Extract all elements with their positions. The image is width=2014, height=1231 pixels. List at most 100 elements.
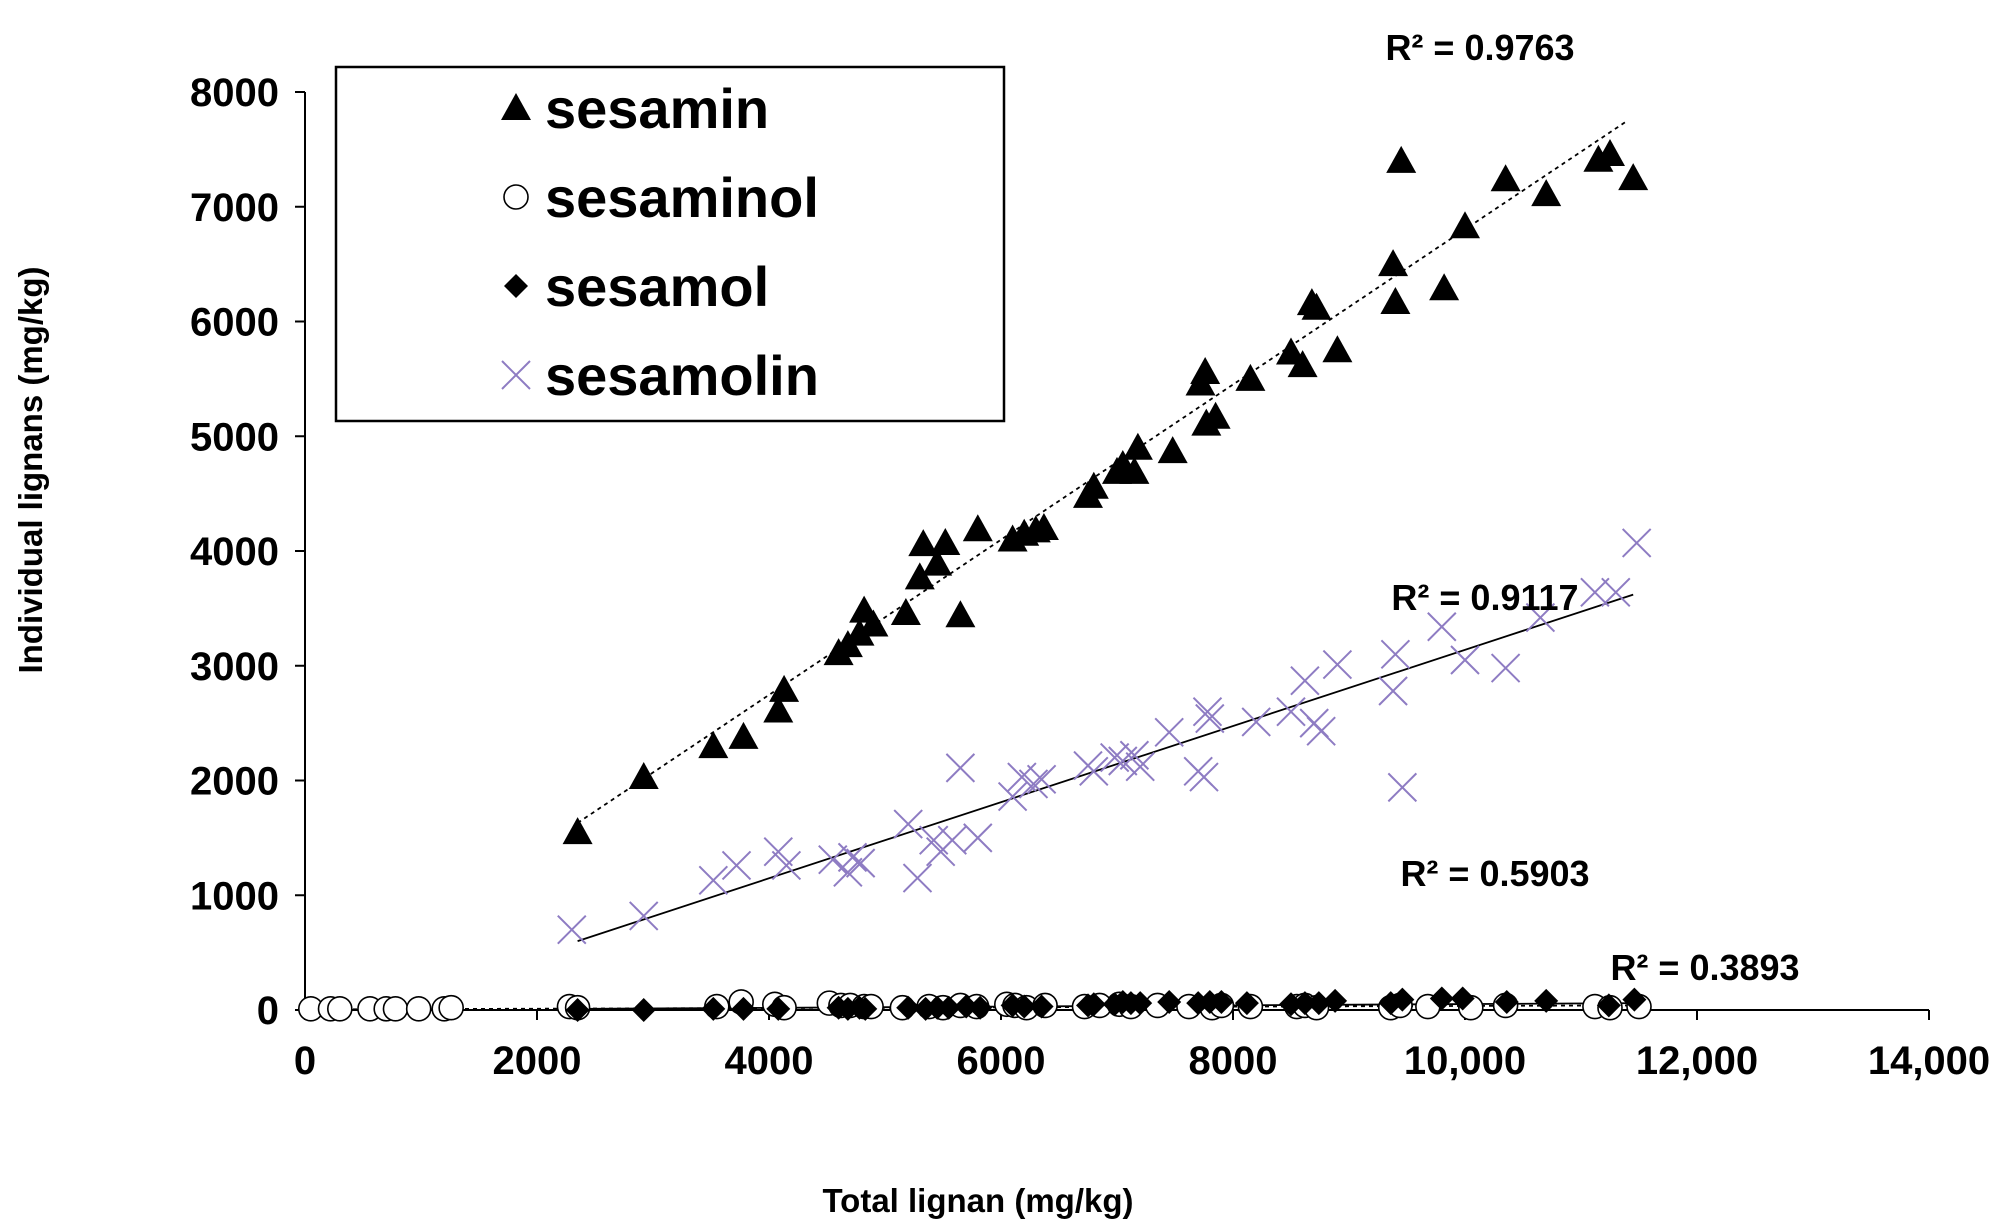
sesamolin-point	[1276, 696, 1306, 727]
sesamolin-point	[1490, 653, 1521, 683]
y-tick-label: 6000	[190, 301, 279, 345]
sesamin-point	[1531, 179, 1562, 207]
sesamin-point	[763, 695, 794, 723]
sesamin-point	[1078, 471, 1109, 499]
sesamolin-point	[937, 825, 967, 855]
y-tick-label: 7000	[190, 186, 279, 230]
x-axis-title: Total lignan (mg/kg)	[822, 1182, 1133, 1219]
sesamolin-point	[1380, 639, 1411, 669]
sesamolin-point	[1621, 528, 1652, 558]
sesamin-point	[1287, 350, 1318, 378]
sesamolin-point	[837, 842, 868, 873]
sesamin-point	[930, 527, 961, 555]
sesamin-point	[1301, 292, 1332, 320]
sesamin-trendline	[577, 119, 1628, 824]
sesamolin-point	[902, 863, 933, 893]
sesamolin-point	[1387, 772, 1418, 803]
sesamolin-r2-label: R² = 0.9117	[1391, 577, 1578, 618]
sesaminol-point	[438, 994, 464, 1021]
sesaminol-r2-label: R² = 0.3893	[1610, 947, 1799, 988]
sesamol-point	[1306, 991, 1331, 1016]
sesamolin-point	[1099, 742, 1130, 773]
sesamin-point	[844, 618, 875, 646]
sesamin-point	[858, 609, 889, 637]
x-tick-label: 2000	[493, 1039, 582, 1083]
sesamol-point	[701, 996, 726, 1021]
sesamol-point	[1279, 992, 1303, 1017]
sesamol-r2-label: R² = 0.5903	[1400, 853, 1589, 894]
sesamol-point	[1429, 986, 1454, 1011]
sesamolin-point	[945, 753, 976, 783]
sesamol-point	[1390, 987, 1415, 1012]
sesamol-point	[1450, 986, 1475, 1011]
sesamolin-point	[763, 836, 793, 867]
sesamolin-point	[845, 848, 876, 878]
sesamin-point	[1386, 145, 1417, 173]
sesaminol-point	[326, 996, 353, 1022]
sesamin-point	[1200, 401, 1231, 429]
y-tick-label: 3000	[190, 645, 279, 689]
sesamin-point	[562, 817, 593, 845]
legend-marker-sesamolin	[501, 360, 531, 390]
y-tick-label: 2000	[190, 760, 279, 804]
sesamin-point	[908, 529, 939, 557]
sesamol-series	[565, 986, 1647, 1022]
x-tick-label: 4000	[725, 1039, 814, 1083]
sesamin-point	[1190, 356, 1221, 384]
sesamol-point	[1209, 989, 1234, 1014]
sesamolin-point	[557, 914, 587, 945]
sesamol-point	[766, 996, 791, 1021]
sesamin-point	[1490, 164, 1521, 192]
sesamolin-point	[698, 865, 729, 896]
sesamin-point	[962, 514, 993, 542]
sesamolin-point	[1189, 762, 1219, 792]
sesamin-point	[1119, 456, 1150, 484]
legend-item-sesamol: sesamol	[504, 255, 769, 318]
legend-label-sesaminol: sesaminol	[545, 166, 819, 229]
legend-item-sesamolin: sesamolin	[501, 344, 819, 407]
sesamin-point	[1618, 163, 1649, 191]
sesamolin-point	[1378, 676, 1408, 706]
sesamin-point	[728, 721, 759, 749]
sesamin-point	[1322, 335, 1353, 363]
sesamin-series	[562, 138, 1649, 845]
sesamin-point	[1378, 249, 1409, 277]
y-axis-title: Individual lignans (mg/kg)	[12, 266, 49, 673]
legend-item-sesaminol: sesaminol	[503, 166, 819, 229]
legend-label-sesamolin: sesamolin	[545, 344, 819, 407]
legend-marker-sesamol	[504, 274, 528, 298]
r2-annotations: R² = 0.9763 R² = 0.3893 R² = 0.5903 R² = 0.…	[1385, 27, 1799, 988]
legend: sesamin sesaminol sesamol sesamolin	[334, 65, 1006, 423]
sesamolin-point	[1322, 649, 1353, 680]
sesamolin-point	[893, 809, 923, 839]
sesamin-point	[890, 597, 921, 625]
sesamin-point	[1595, 138, 1625, 166]
sesaminol-point	[382, 996, 409, 1022]
sesamol-point	[1622, 987, 1647, 1012]
sesamin-point	[769, 674, 800, 702]
data-points	[297, 138, 1652, 1022]
sesamolin-point	[1427, 612, 1457, 642]
sesamolin-point	[963, 823, 993, 853]
sesamol-point	[631, 998, 656, 1022]
y-tick-label: 4000	[190, 530, 279, 574]
x-tick-label: 10,000	[1404, 1039, 1526, 1083]
sesaminol-point	[405, 996, 432, 1022]
sesamol-point	[1534, 988, 1559, 1013]
sesamolin-point	[1192, 696, 1223, 727]
sesamolin-point	[1018, 769, 1049, 799]
sesamin-r2-label: R² = 0.9763	[1385, 27, 1574, 68]
sesamolin-point	[1290, 665, 1320, 696]
sesamol-point	[896, 995, 921, 1020]
sesamol-point	[1012, 994, 1037, 1019]
legend-marker-sesaminol	[503, 184, 529, 210]
sesamin-point	[904, 562, 935, 590]
y-tick-label: 0	[257, 989, 279, 1033]
sesamol-point	[853, 996, 878, 1021]
sesamin-point	[1235, 363, 1266, 391]
y-tick-label: 8000	[190, 71, 279, 115]
sesamol-point	[1081, 992, 1106, 1017]
sesamolin-point	[1125, 752, 1155, 782]
